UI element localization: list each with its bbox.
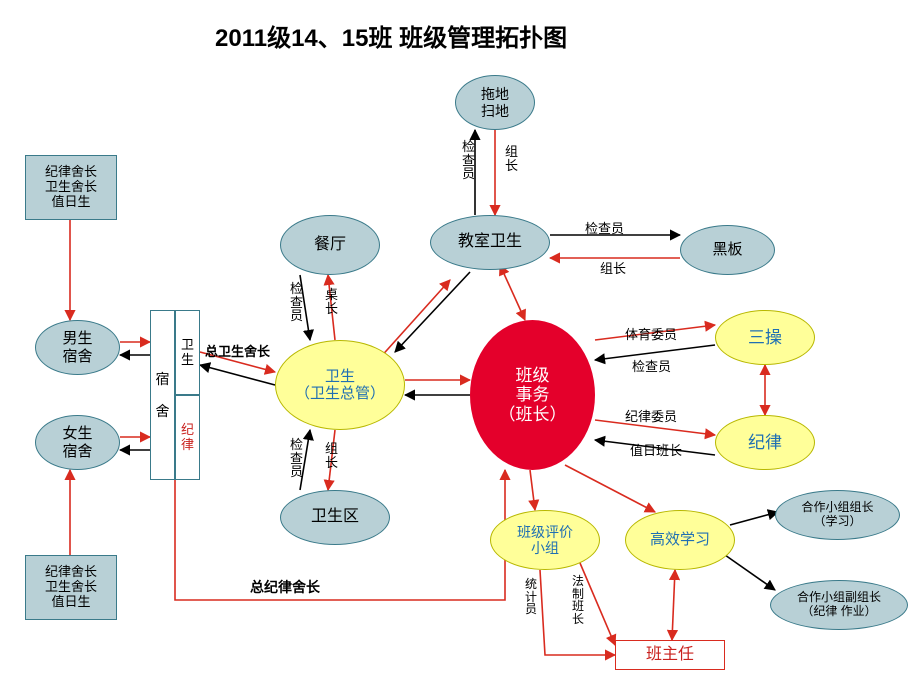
node-zuoye: 合作小组副组长 （纪律 作业） xyxy=(770,580,908,630)
node-botrect: 纪律舍长 卫生舍长 值日生 xyxy=(25,555,117,620)
edge-27 xyxy=(565,465,655,512)
diagram-stage: 2011级14、15班 班级管理拓扑图拖地 扫地餐厅教室卫生 黑板卫生 （卫生总管… xyxy=(0,0,920,690)
edge-label-6: 检 查 员 xyxy=(290,438,303,479)
edge-label-0: 检 查 员 xyxy=(462,140,475,181)
node-banji: 班级 事务 （班长） xyxy=(470,320,595,470)
edge-32 xyxy=(672,570,675,640)
edge-label-10: 体育委员 xyxy=(625,328,677,342)
edge-label-14: 统 计 员 xyxy=(525,578,537,616)
node-jilv: 纪律 xyxy=(715,415,815,470)
edge-13 xyxy=(200,365,275,385)
edge-label-13: 值日班长 xyxy=(630,444,682,458)
node-toprect: 纪律舍长 卫生舍长 值日生 xyxy=(25,155,117,220)
node-tuodi: 拖地 扫地 xyxy=(455,75,535,130)
node-sancao: 三操 xyxy=(715,310,815,365)
node-banzhuren: 班主任 xyxy=(615,640,725,670)
diagram-title: 2011级14、15班 班级管理拓扑图 xyxy=(215,18,567,53)
edge-29 xyxy=(725,555,775,590)
node-sushe-ws: 卫 生 xyxy=(175,310,200,395)
edge-25 xyxy=(500,265,525,320)
node-nansheng: 男生 宿舍 xyxy=(35,320,120,375)
edge-label-4: 检 查 员 xyxy=(290,282,303,323)
node-weisheng: 卫生 （卫生总管） xyxy=(275,340,405,430)
edge-label-2: 检查员 xyxy=(585,222,624,236)
edge-label-3: 组长 xyxy=(600,262,626,276)
node-sushe-label: 宿 舍 xyxy=(150,310,175,480)
edge-label-11: 检查员 xyxy=(632,360,671,374)
edge-7 xyxy=(395,272,470,352)
edge-label-7: 组 长 xyxy=(325,442,338,469)
edge-label-5: 桌 长 xyxy=(325,288,338,315)
edge-28 xyxy=(730,512,778,525)
edge-label-8: 总卫生舍长 xyxy=(205,345,270,359)
edge-label-12: 纪律委员 xyxy=(625,410,677,424)
edge-31 xyxy=(580,563,615,645)
edge-21 xyxy=(595,345,715,360)
edge-6 xyxy=(378,280,450,360)
node-heiban: 黑板 xyxy=(680,225,775,275)
node-canting: 餐厅 xyxy=(280,215,380,275)
node-jiaoshiweisheng: 教室卫生 xyxy=(430,215,550,270)
node-weishengqu: 卫生区 xyxy=(280,490,390,545)
edge-label-1: 组 长 xyxy=(505,145,518,172)
node-xuexi: 合作小组组长 （学习） xyxy=(775,490,900,540)
edge-26 xyxy=(530,470,535,510)
edge-label-15: 法 制 班 长 xyxy=(572,575,584,625)
node-sushe-jl: 纪 律 xyxy=(175,395,200,480)
node-gaoxiao: 高效学习 xyxy=(625,510,735,570)
edge-label-9: 总纪律舍长 xyxy=(250,580,320,595)
node-pingjia: 班级评价 小组 xyxy=(490,510,600,570)
node-nvsheng: 女生 宿舍 xyxy=(35,415,120,470)
